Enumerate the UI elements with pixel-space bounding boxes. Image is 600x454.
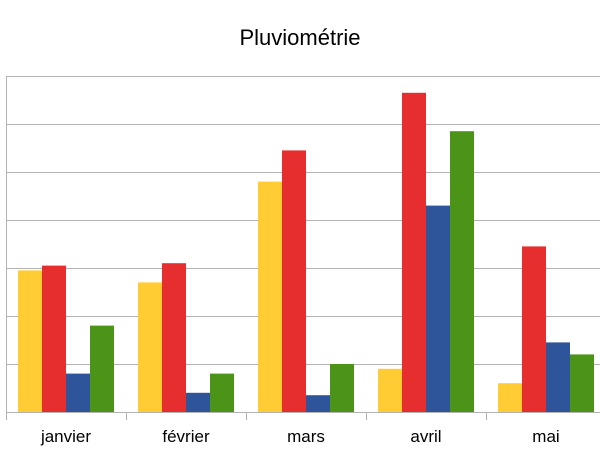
bar-avril-series-4 xyxy=(450,131,474,412)
bar-mars-series-1 xyxy=(258,181,282,412)
bar-janvier-series-3 xyxy=(66,373,90,412)
x-tick-label: février xyxy=(162,427,210,446)
x-tick-label: mars xyxy=(287,427,325,446)
bar-mars-series-2 xyxy=(282,150,306,412)
bar-mai-series-4 xyxy=(570,354,594,412)
x-tick-label: mai xyxy=(532,427,559,446)
bar-janvier-series-1 xyxy=(18,270,42,412)
bar-mai-series-2 xyxy=(522,246,546,412)
bar-février-series-3 xyxy=(186,392,210,412)
bar-mai-series-1 xyxy=(498,383,522,412)
bar-février-series-1 xyxy=(138,282,162,412)
bar-avril-series-3 xyxy=(426,205,450,412)
bar-mars-series-4 xyxy=(330,364,354,412)
x-tick-label: janvier xyxy=(40,427,91,446)
bar-mai-series-3 xyxy=(546,342,570,412)
bar-avril-series-2 xyxy=(402,92,426,413)
x-axis xyxy=(6,76,600,420)
x-tick-labels: janvier février mars avril mai xyxy=(40,427,560,446)
bar-mars-series-3 xyxy=(306,395,330,412)
bar-février-series-4 xyxy=(210,373,234,412)
bar-janvier-series-4 xyxy=(90,325,114,412)
x-tick-label: avril xyxy=(410,427,441,446)
bar-février-series-2 xyxy=(162,263,186,412)
bar-avril-series-1 xyxy=(378,368,402,412)
chart-title: Pluviométrie xyxy=(239,25,360,50)
bars xyxy=(18,92,594,413)
bar-janvier-series-2 xyxy=(42,265,66,412)
